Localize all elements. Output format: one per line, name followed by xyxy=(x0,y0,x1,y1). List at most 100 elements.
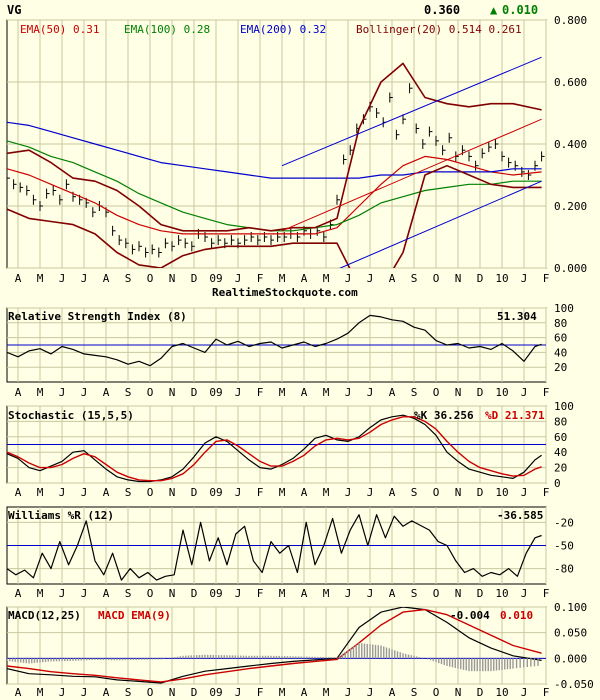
x-tick-label: 09 xyxy=(209,272,222,285)
rsi-value: 51.304 xyxy=(497,310,537,323)
x-tick-label: J xyxy=(59,386,66,399)
x-tick-label: M xyxy=(279,486,286,499)
x-tick-label: D xyxy=(191,686,198,699)
macd-value: -0.004 xyxy=(450,609,490,622)
x-tick-label: A xyxy=(389,587,396,600)
x-tick-label: N xyxy=(169,486,176,499)
x-tick-label: M xyxy=(323,686,330,699)
x-tick-label: S xyxy=(125,386,132,399)
x-tick-label: 10 xyxy=(495,486,508,499)
x-tick-label: J xyxy=(367,386,374,399)
y-tick-label: 0.050 xyxy=(554,627,587,640)
x-tick-label: J xyxy=(59,686,66,699)
x-tick-label: O xyxy=(147,686,154,699)
y-tick-label: -80 xyxy=(554,563,574,576)
y-tick-label: 0.800 xyxy=(554,14,587,27)
x-tick-label: 09 xyxy=(209,686,222,699)
x-tick-label: F xyxy=(543,587,550,600)
x-tick-label: D xyxy=(191,386,198,399)
ticker-symbol: VG xyxy=(7,3,21,17)
y-tick-label: 0.400 xyxy=(554,138,587,151)
y-tick-label: 0.200 xyxy=(554,200,587,213)
watermark: RealtimeStockquote.com xyxy=(212,286,358,299)
x-tick-label: F xyxy=(543,686,550,699)
series-bollinger-upper xyxy=(7,62,542,232)
williams-title: Williams %R (12) xyxy=(8,509,114,522)
x-tick-label: N xyxy=(455,272,462,285)
x-tick-label: O xyxy=(433,486,440,499)
x-tick-label: D xyxy=(191,272,198,285)
x-tick-label: S xyxy=(125,486,132,499)
x-tick-label: N xyxy=(169,386,176,399)
x-tick-label: A xyxy=(103,587,110,600)
series-signal xyxy=(7,608,542,683)
x-tick-label: D xyxy=(477,486,484,499)
x-tick-label: A xyxy=(15,272,22,285)
x-tick-label: S xyxy=(411,272,418,285)
y-tick-label: 80 xyxy=(554,415,567,428)
x-tick-label: J xyxy=(521,272,528,285)
x-tick-label: N xyxy=(169,587,176,600)
x-tick-label: A xyxy=(301,587,308,600)
x-tick-label: J xyxy=(345,686,352,699)
x-tick-label: O xyxy=(147,272,154,285)
x-tick-label: J xyxy=(367,686,374,699)
y-tick-label: 100 xyxy=(554,400,574,413)
legend-ema50: EMA(50) 0.31 xyxy=(20,23,99,36)
x-tick-label: O xyxy=(433,686,440,699)
x-tick-label: M xyxy=(323,486,330,499)
x-tick-label: 09 xyxy=(209,386,222,399)
x-tick-label: M xyxy=(37,386,44,399)
x-tick-label: O xyxy=(433,272,440,285)
x-tick-label: N xyxy=(455,587,462,600)
macd-signal-value: 0.010 xyxy=(500,609,533,622)
x-tick-label: A xyxy=(103,486,110,499)
x-tick-label: A xyxy=(15,587,22,600)
series-trend-low xyxy=(339,180,542,268)
x-tick-label: A xyxy=(389,272,396,285)
legend-ema100: EMA(100) 0.28 xyxy=(124,23,210,36)
x-tick-label: 09 xyxy=(209,587,222,600)
rsi-title: Relative Strength Index (8) xyxy=(8,310,187,323)
x-tick-label: O xyxy=(147,386,154,399)
x-tick-label: J xyxy=(81,272,88,285)
x-tick-label: S xyxy=(125,686,132,699)
legend-bollinger: Bollinger(20) 0.514 0.261 xyxy=(356,23,522,36)
x-tick-label: J xyxy=(367,587,374,600)
x-tick-label: A xyxy=(301,386,308,399)
x-tick-label: A xyxy=(301,486,308,499)
x-tick-label: 10 xyxy=(495,686,508,699)
williams-panel: A M J J A S O N D 09 J F M A M J J A S O N D 10 J F -20 -50 -80 xyxy=(6,506,574,600)
x-tick-label: O xyxy=(147,486,154,499)
x-tick-label: M xyxy=(279,587,286,600)
x-tick-label: A xyxy=(15,686,22,699)
x-tick-label: M xyxy=(323,272,330,285)
x-tick-label: J xyxy=(367,272,374,285)
y-tick-label: -0.050 xyxy=(554,678,594,691)
x-tick-label: J xyxy=(345,587,352,600)
x-tick-label: M xyxy=(37,486,44,499)
x-tick-label: A xyxy=(301,686,308,699)
x-tick-label: J xyxy=(235,272,242,285)
x-tick-label: M xyxy=(37,272,44,285)
x-tick-label: M xyxy=(279,386,286,399)
x-tick-label: J xyxy=(521,686,528,699)
x-tick-label: M xyxy=(279,272,286,285)
x-tick-label: 10 xyxy=(495,386,508,399)
x-tick-label: N xyxy=(169,686,176,699)
x-tick-label: F xyxy=(257,272,264,285)
x-tick-label: F xyxy=(257,587,264,600)
y-tick-label: 40 xyxy=(554,346,567,359)
x-tick-label: S xyxy=(125,272,132,285)
series-trend-up xyxy=(281,56,542,167)
x-tick-label: A xyxy=(389,686,396,699)
x-tick-label: S xyxy=(411,686,418,699)
x-tick-label: D xyxy=(477,386,484,399)
y-tick-label: 100 xyxy=(554,302,574,315)
x-tick-label: J xyxy=(59,486,66,499)
x-tick-label: S xyxy=(411,486,418,499)
x-tick-label: J xyxy=(345,272,352,285)
y-tick-label: 0.600 xyxy=(554,76,587,89)
y-tick-label: 0.000 xyxy=(554,262,587,275)
